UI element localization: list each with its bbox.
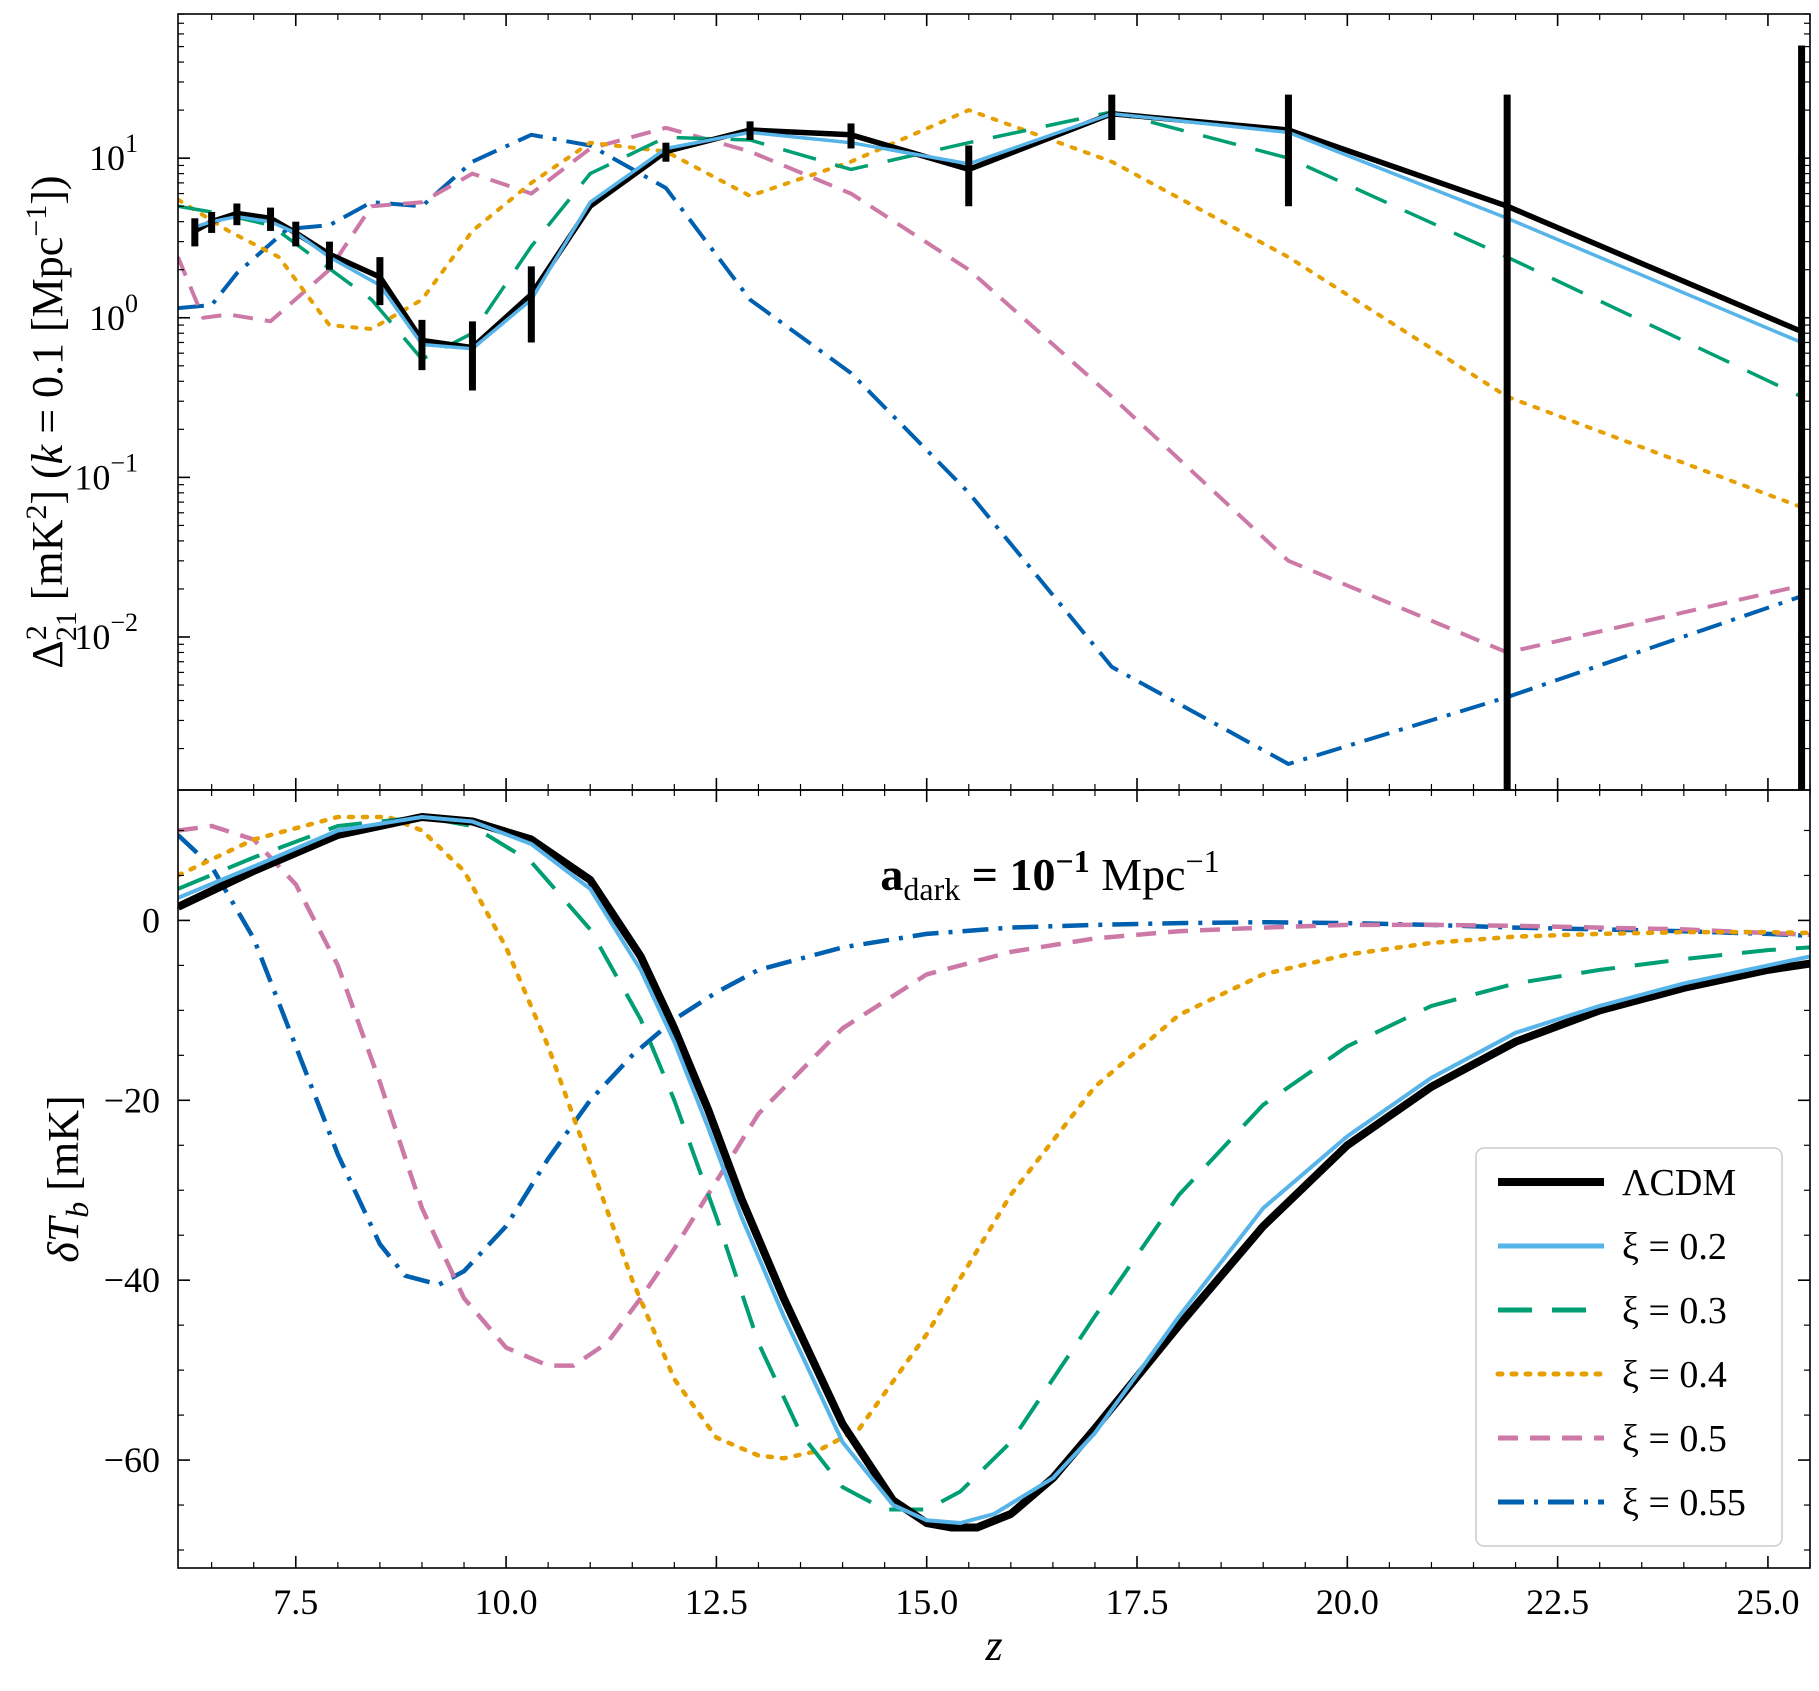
bottom-panel-y-axis-label: δTb [mK] <box>39 1095 95 1262</box>
x-tick-label: 25.0 <box>1736 1582 1799 1622</box>
bottom-panel-ticks: 7.5 10.0 12.5 15.0 17.5 20.0 22.5 25.0 0 −20 −40 −6… <box>104 790 1811 1622</box>
legend-label-lcdm: ΛCDM <box>1622 1162 1736 1204</box>
y-tick-label: −60 <box>104 1440 160 1480</box>
top-panel-error-bars <box>191 45 1806 790</box>
y-tick-label: −20 <box>104 1080 160 1120</box>
top-series-xi03 <box>178 110 1803 399</box>
y-tick-label: 10−2 <box>74 608 138 657</box>
x-axis-label: z <box>984 1621 1002 1670</box>
bottom-panel-series <box>178 813 1810 1532</box>
top-panel: 101 100 10−1 10−2 Δ221 [mK2] (k = 0.1 [Mpc−… <box>20 13 1811 791</box>
a-dark-annotation: adark = 10−1 Mpc−1 <box>880 843 1219 907</box>
y-tick-label: 101 <box>89 129 138 178</box>
x-tick-label: 17.5 <box>1106 1582 1169 1622</box>
x-tick-label: 15.0 <box>895 1582 958 1622</box>
legend-label-xi055: ξ = 0.55 <box>1622 1482 1746 1524</box>
legend-label-xi05: ξ = 0.5 <box>1622 1418 1727 1460</box>
legend: ΛCDM ξ = 0.2 ξ = 0.3 ξ = 0.4 ξ = 0.5 ξ = 0.55 <box>1475 1147 1783 1547</box>
bottom-panel: 7.5 10.0 12.5 15.0 17.5 20.0 22.5 25.0 0 −20 −40 −6… <box>39 789 1811 1670</box>
top-series-xi05 <box>178 125 1803 655</box>
legend-label-xi04: ξ = 0.4 <box>1622 1354 1727 1396</box>
y-tick-label: 100 <box>89 289 138 338</box>
y-tick-label: −40 <box>104 1260 160 1300</box>
x-tick-label: 10.0 <box>475 1582 538 1622</box>
legend-label-xi03: ξ = 0.3 <box>1622 1290 1727 1332</box>
top-panel-ticks: 101 100 10−1 10−2 <box>74 13 1811 790</box>
top-series-xi04 <box>178 108 1804 510</box>
top-panel-y-axis-label: Δ221 [mK2] (k = 0.1 [Mpc−1]) <box>20 175 83 668</box>
y-tick-label: 10−1 <box>74 448 138 497</box>
bottom-panel-frame <box>177 789 1811 1569</box>
top-series-xi055 <box>178 132 1803 766</box>
bottom-series-xi03 <box>178 815 1810 1512</box>
top-series-lcdm <box>193 110 1803 351</box>
x-tick-label: 7.5 <box>273 1582 318 1622</box>
bottom-series-xi04 <box>178 814 1810 1461</box>
legend-label-xi02: ξ = 0.2 <box>1622 1226 1727 1268</box>
bottom-series-lcdm <box>178 813 1810 1532</box>
top-panel-series <box>178 108 1804 766</box>
top-panel-frame <box>177 13 1811 791</box>
bottom-series-xi05 <box>178 823 1810 1368</box>
y-tick-label: 0 <box>142 900 160 940</box>
x-tick-label: 20.0 <box>1316 1582 1379 1622</box>
x-tick-label: 12.5 <box>685 1582 748 1622</box>
x-tick-label: 22.5 <box>1526 1582 1589 1622</box>
bottom-series-xi02 <box>178 815 1810 1525</box>
